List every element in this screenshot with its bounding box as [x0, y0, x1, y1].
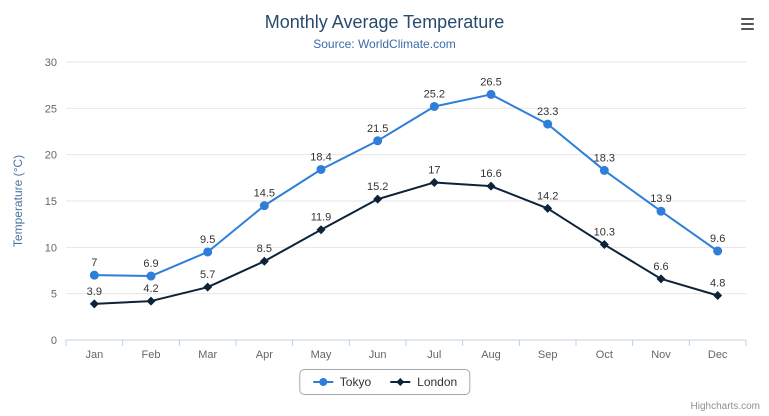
diamond-marker-icon[interactable]: [543, 203, 553, 213]
y-tick-label: 5: [51, 289, 57, 301]
circle-marker-icon[interactable]: [486, 89, 496, 99]
data-label: 6.6: [653, 261, 668, 273]
x-tick-label: Feb: [142, 349, 161, 361]
data-label: 14.2: [537, 190, 558, 202]
x-tick-label: Oct: [596, 349, 613, 361]
data-label: 8.5: [257, 243, 272, 255]
data-label: 14.5: [254, 188, 275, 200]
diamond-marker-icon[interactable]: [316, 225, 326, 235]
y-tick-label: 0: [51, 335, 57, 347]
legend-label: Tokyo: [339, 375, 372, 389]
data-label: 13.9: [650, 193, 671, 205]
y-tick-label: 15: [45, 196, 57, 208]
diamond-marker-icon[interactable]: [429, 177, 439, 187]
data-label: 21.5: [367, 123, 388, 135]
x-tick-label: Sep: [538, 349, 558, 361]
series-line: [93, 181, 719, 305]
x-tick-label: Mar: [198, 349, 217, 361]
data-label: 23.3: [537, 106, 558, 118]
diamond-marker-icon[interactable]: [89, 299, 99, 309]
diamond-marker-icon[interactable]: [656, 274, 666, 284]
diamond-marker-icon[interactable]: [599, 240, 609, 250]
diamond-marker-icon[interactable]: [203, 282, 213, 292]
circle-marker-icon[interactable]: [429, 101, 439, 111]
series-tokyo: 7 6.9 9.5 14.5 18.4 21.5 25.2 26.5 23.3 18.3 13.9 9…: [89, 76, 725, 281]
data-label: 9.5: [200, 234, 215, 246]
x-tick-label: Apr: [256, 349, 273, 361]
legend-symbol: [312, 378, 333, 386]
circle-marker-icon[interactable]: [146, 271, 156, 281]
data-label: 11.9: [311, 212, 332, 224]
data-label: 18.4: [310, 151, 331, 163]
chart-subtitle: Source: WorldClimate.com: [313, 37, 456, 51]
menu-bar: [741, 23, 754, 25]
diamond-marker-icon[interactable]: [713, 291, 723, 301]
data-label: 18.3: [594, 152, 615, 164]
series-line: [93, 93, 719, 278]
circle-marker-icon[interactable]: [713, 246, 723, 256]
menu-bar: [741, 28, 754, 30]
circle-marker-icon[interactable]: [259, 201, 269, 211]
data-label: 4.2: [143, 283, 158, 295]
data-label: 10.3: [594, 227, 615, 239]
circle-marker-icon[interactable]: [203, 247, 213, 257]
data-label: 7: [91, 257, 97, 269]
data-label: 3.9: [87, 286, 102, 298]
circle-marker-icon[interactable]: [373, 136, 383, 146]
circle-marker-icon[interactable]: [599, 165, 609, 175]
circle-marker-icon[interactable]: [543, 119, 553, 129]
circle-marker-icon[interactable]: [89, 270, 99, 280]
x-tick-label: May: [311, 349, 332, 361]
data-label: 16.6: [480, 168, 501, 180]
credits-link[interactable]: Highcharts.com: [690, 401, 760, 412]
menu-bar: [741, 18, 754, 20]
hamburger-menu-icon[interactable]: [739, 16, 756, 32]
data-label: 17: [428, 164, 440, 176]
circle-marker-icon[interactable]: [316, 164, 326, 174]
legend-label: London: [417, 375, 458, 389]
y-axis-title: Temperature (°C): [11, 155, 25, 247]
diamond-marker-icon[interactable]: [259, 256, 269, 266]
circle-marker-icon: [318, 378, 327, 386]
diamond-marker-icon[interactable]: [146, 296, 156, 306]
data-label: 5.7: [200, 269, 215, 281]
chart-title: Monthly Average Temperature: [264, 12, 505, 32]
legend-item-tokyo[interactable]: Tokyo: [312, 375, 371, 389]
data-label: 9.6: [710, 233, 725, 245]
series-london: 3.9 4.2 5.7 8.5 11.9 15.2 17 16.6 14.2 10.3 6.6 4.8: [87, 164, 725, 309]
legend-symbol: [390, 378, 411, 386]
data-label: 4.8: [710, 278, 725, 290]
legend: Tokyo London: [298, 369, 471, 395]
y-tick-label: 20: [45, 150, 57, 162]
y-tick-label: 30: [45, 57, 57, 69]
diamond-marker-icon: [396, 378, 405, 386]
data-label: 15.2: [367, 181, 388, 193]
y-tick-label: 25: [45, 103, 57, 115]
x-tick-label: Jan: [85, 349, 103, 361]
x-tick-label: Jul: [427, 349, 441, 361]
x-tick-label: Nov: [651, 349, 671, 361]
diamond-marker-icon[interactable]: [486, 181, 496, 191]
data-label: 6.9: [143, 258, 158, 270]
x-tick-label: Aug: [481, 349, 501, 361]
circle-marker-icon[interactable]: [656, 206, 666, 216]
data-label: 26.5: [480, 76, 501, 88]
x-tick-label: Jun: [369, 349, 387, 361]
y-tick-label: 10: [45, 242, 57, 254]
x-tick-label: Dec: [708, 349, 728, 361]
diamond-marker-icon[interactable]: [373, 194, 383, 204]
legend-item-london[interactable]: London: [389, 375, 457, 389]
data-label: 25.2: [424, 88, 445, 100]
